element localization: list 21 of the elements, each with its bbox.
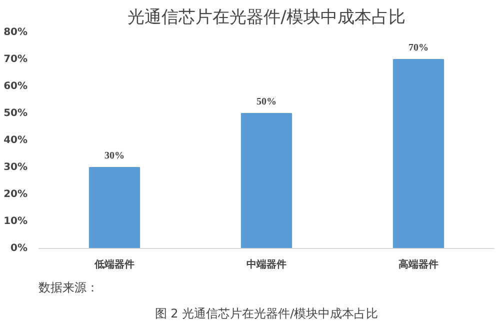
x-tick-label: 低端器件 xyxy=(94,258,134,270)
y-tick-label: 80% xyxy=(4,27,28,38)
y-tick-label: 10% xyxy=(4,216,28,227)
bar xyxy=(240,113,292,248)
x-tick-label: 高端器件 xyxy=(398,258,438,270)
y-tick-label: 50% xyxy=(4,108,28,119)
bar xyxy=(392,59,444,248)
y-tick-label: 60% xyxy=(4,81,28,92)
data-label: 70% xyxy=(408,42,428,54)
y-tick-label: 30% xyxy=(4,162,28,173)
y-tick-label: 0% xyxy=(10,243,28,254)
data-label: 30% xyxy=(104,150,124,162)
chart-title: 光通信芯片在光器件/模块中成本占比 xyxy=(128,8,406,28)
data-label: 50% xyxy=(256,96,276,108)
y-tick-label: 70% xyxy=(4,54,28,65)
bar xyxy=(88,167,140,248)
y-tick-label: 20% xyxy=(4,189,28,200)
y-tick-label: 40% xyxy=(4,135,28,146)
caption: 图 2 光通信芯片在光器件/模块中成本占比 xyxy=(154,306,378,320)
x-tick-label: 中端器件 xyxy=(246,258,286,270)
source-note: 数据来源： xyxy=(38,280,98,294)
